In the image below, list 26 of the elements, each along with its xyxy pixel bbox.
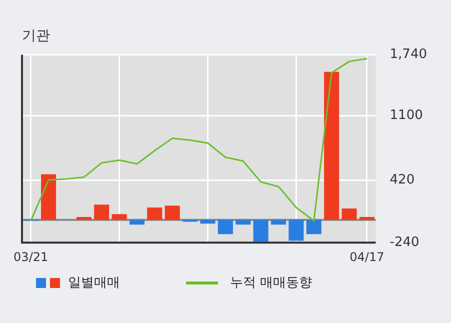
bar xyxy=(359,216,374,220)
bar xyxy=(129,220,144,225)
bar xyxy=(164,206,180,220)
bar xyxy=(288,220,304,241)
bar xyxy=(342,208,357,220)
bar xyxy=(147,208,162,220)
bar xyxy=(306,220,322,234)
bar xyxy=(112,214,127,220)
bar xyxy=(270,220,286,225)
bar xyxy=(218,220,233,234)
legend-label: 누적 매매동향 xyxy=(230,275,312,290)
y-tick-label: 1100 xyxy=(390,108,423,123)
bar xyxy=(76,216,92,220)
x-tick-label: 04/17 xyxy=(350,250,384,264)
chart-title: 기관 xyxy=(22,28,50,44)
x-tick-label: 03/21 xyxy=(14,250,48,264)
y-tick-label: 420 xyxy=(390,172,415,188)
bar xyxy=(200,220,216,224)
bar xyxy=(94,204,110,220)
bar xyxy=(41,174,56,220)
y-tick-label: -240 xyxy=(390,234,420,250)
bar xyxy=(236,220,251,225)
bar xyxy=(324,72,340,220)
bar xyxy=(253,220,268,242)
y-tick-label: 1,740 xyxy=(390,47,427,62)
legend-label: 일별매매 xyxy=(68,275,120,290)
